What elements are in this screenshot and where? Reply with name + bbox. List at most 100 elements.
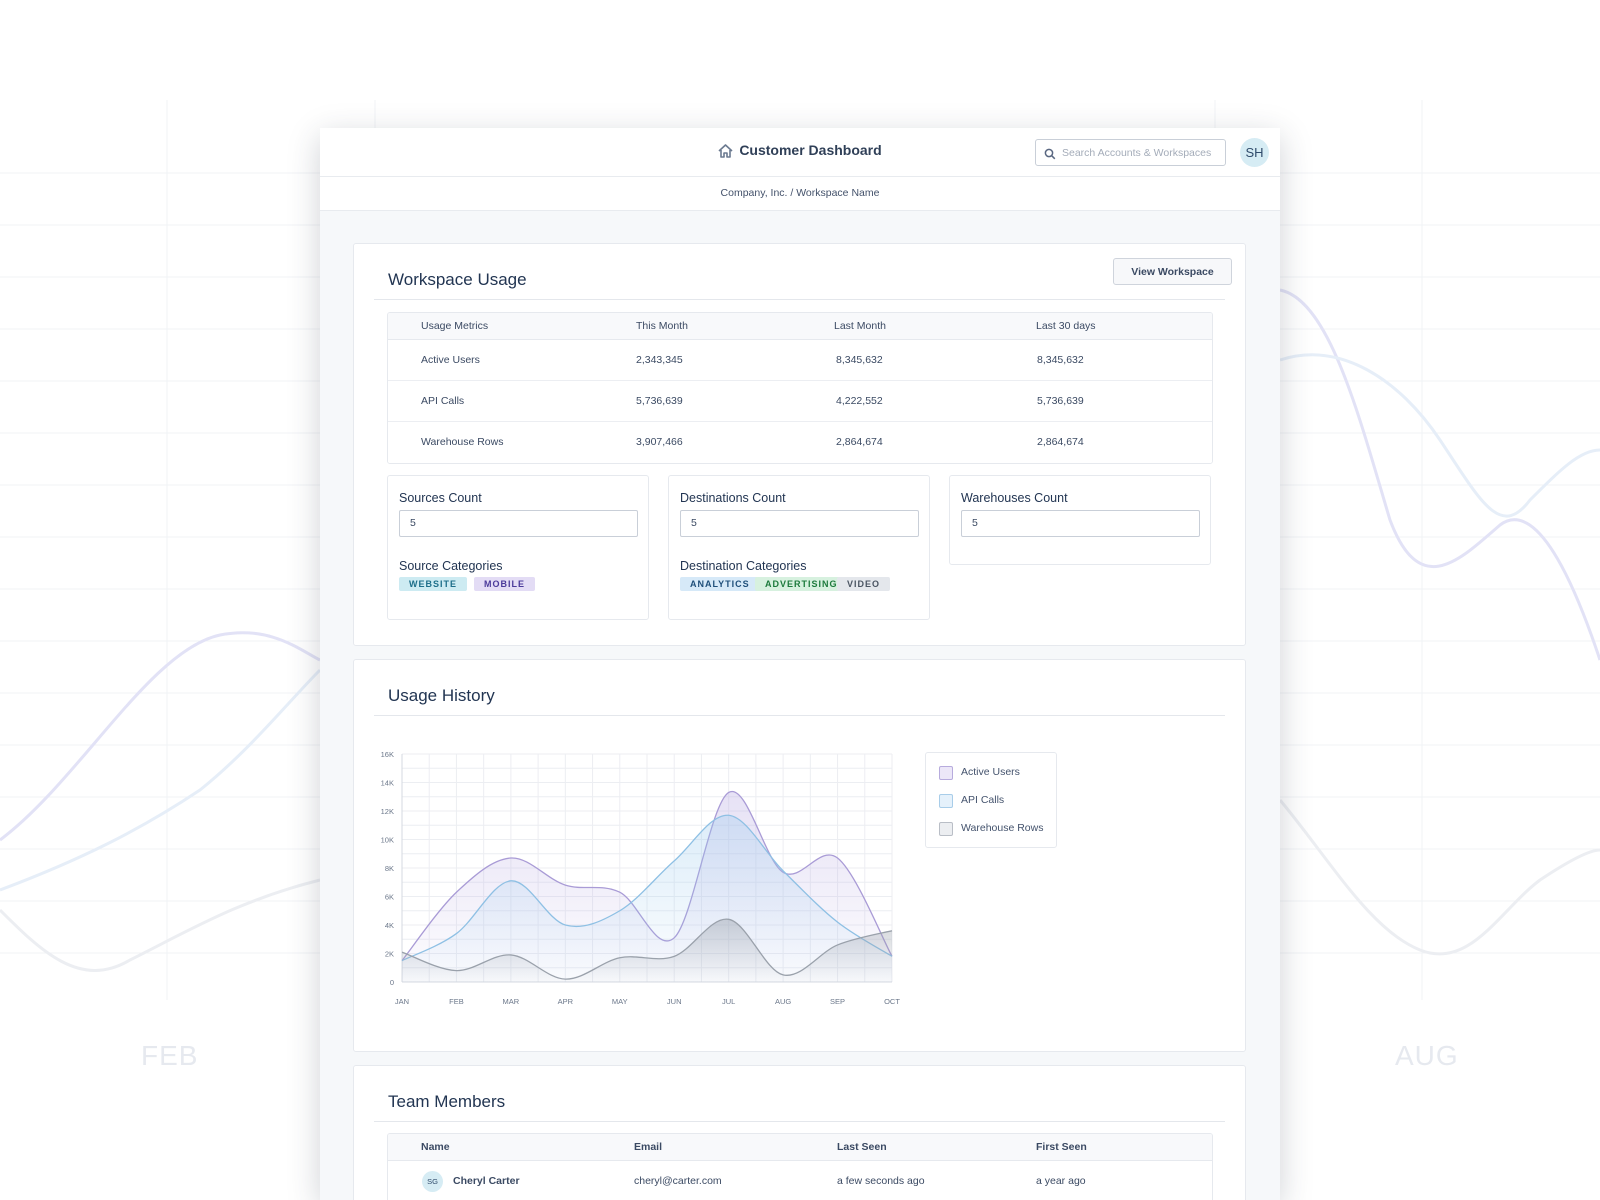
table-row: Warehouse Rows 3,907,466 2,864,674 2,864… (388, 422, 1212, 463)
column-header: Email (634, 1141, 663, 1153)
x-tick-label: FEB (449, 997, 464, 1006)
member-name: Cheryl Carter (453, 1175, 520, 1187)
member-last-seen: a few seconds ago (837, 1175, 925, 1187)
x-tick-label: APR (558, 997, 574, 1006)
metric-name: Active Users (421, 354, 480, 366)
table-row: API Calls 5,736,639 4,222,552 5,736,639 (388, 381, 1212, 422)
last-month-value: 8,345,632 (836, 354, 883, 366)
column-header: This Month (636, 320, 688, 332)
team-members-title: Team Members (388, 1092, 506, 1111)
series-area-warehouse-rows (402, 919, 892, 982)
table-row: Active Users 2,343,345 8,345,632 8,345,6… (388, 340, 1212, 381)
metric-name: API Calls (421, 395, 465, 407)
usage-history-chart: 0 2K 4K 6K 8K 10K 12K 14K 16K JAN FEB MAR APR MAY JUN J… (381, 750, 901, 1006)
page-title: Customer Dashboard (320, 142, 1280, 161)
warehouses-card: Warehouses Count 5 (949, 475, 1211, 565)
team-members-table: Name Email Last Seen First Seen SG Chery… (387, 1133, 1213, 1200)
sources-count-label: Sources Count (399, 491, 482, 505)
legend-label: Warehouse Rows (961, 822, 1044, 834)
sources-card: Sources Count 5 Source Categories WEBSIT… (387, 475, 649, 620)
destination-categories-label: Destination Categories (680, 559, 807, 573)
breadcrumb: Company, Inc. / Workspace Name (320, 177, 1280, 211)
y-tick-label: 2K (385, 950, 394, 959)
table-header: Name Email Last Seen First Seen (388, 1134, 1212, 1161)
warehouses-count-field[interactable]: 5 (961, 510, 1200, 537)
dashboard-window: Customer Dashboard SH Company, Inc. / Wo… (320, 128, 1280, 1200)
y-tick-label: 10K (381, 836, 394, 845)
this-month-value: 2,343,345 (636, 354, 683, 366)
source-categories-label: Source Categories (399, 559, 503, 573)
x-tick-label: JUN (667, 997, 682, 1006)
workspace-usage-title: Workspace Usage (388, 270, 527, 289)
category-tag-website: WEBSITE (399, 577, 468, 591)
column-header: Name (421, 1141, 450, 1153)
member-avatar: SG (422, 1171, 443, 1192)
destinations-card: Destinations Count 5 Destination Categor… (668, 475, 930, 620)
usage-history-card: Usage History 0 2K 4K 6K 8K 10K 12K 14K 16K JAN FE… (353, 659, 1246, 1052)
destinations-count-label: Destinations Count (680, 491, 786, 505)
legend-swatch (939, 794, 953, 808)
divider (374, 1121, 1225, 1122)
usage-history-title: Usage History (388, 686, 495, 705)
y-tick-label: 6K (385, 893, 394, 902)
top-bar: Customer Dashboard SH (320, 128, 1280, 177)
x-tick-label: OCT (884, 997, 900, 1006)
search-box[interactable] (1035, 139, 1226, 166)
y-tick-label: 12K (381, 807, 394, 816)
team-members-card: Team Members Name Email Last Seen First … (353, 1065, 1246, 1200)
background-month-label: AUG (1395, 1040, 1459, 1071)
this-month-value: 5,736,639 (636, 395, 683, 407)
table-row[interactable]: SG Cheryl Carter cheryl@carter.com a few… (388, 1161, 1212, 1200)
series-area-api-calls (402, 815, 892, 982)
divider (374, 299, 1225, 300)
y-tick-label: 8K (385, 864, 394, 873)
workspace-usage-card: Workspace Usage View Workspace Usage Met… (353, 243, 1246, 646)
category-tag-mobile: MOBILE (474, 577, 535, 591)
legend-swatch (939, 766, 953, 780)
sources-count-field[interactable]: 5 (399, 510, 638, 537)
last-month-value: 4,222,552 (836, 395, 883, 407)
y-tick-label: 4K (385, 921, 394, 930)
legend-label: Active Users (961, 766, 1020, 778)
user-avatar[interactable]: SH (1240, 138, 1269, 167)
background-month-label: FEB (141, 1040, 199, 1071)
y-tick-label: 14K (381, 779, 394, 788)
y-tick-label: 0 (390, 978, 394, 987)
this-month-value: 3,907,466 (636, 436, 683, 448)
y-tick-label: 16K (381, 750, 394, 759)
chart-legend: Active Users API Calls Warehouse Rows (925, 752, 1057, 848)
legend-swatch (939, 822, 953, 836)
x-tick-label: AUG (775, 997, 791, 1006)
last-month-value: 2,864,674 (836, 436, 883, 448)
divider (374, 715, 1225, 716)
category-tag-analytics: ANALYTICS (680, 577, 760, 591)
member-first-seen: a year ago (1036, 1175, 1086, 1187)
column-header: Last Seen (837, 1141, 887, 1153)
column-header: Usage Metrics (421, 320, 489, 332)
x-tick-label: MAY (612, 997, 628, 1006)
category-tag-video: VIDEO (837, 577, 891, 591)
legend-label: API Calls (961, 794, 1005, 806)
last-30-days-value: 2,864,674 (1037, 436, 1084, 448)
last-30-days-value: 8,345,632 (1037, 354, 1084, 366)
search-icon (1044, 147, 1056, 165)
home-icon[interactable] (718, 144, 733, 161)
column-header: Last 30 days (1036, 320, 1096, 332)
x-tick-label: SEP (830, 997, 845, 1006)
page-title-text: Customer Dashboard (739, 142, 882, 158)
destinations-count-field[interactable]: 5 (680, 510, 919, 537)
last-30-days-value: 5,736,639 (1037, 395, 1084, 407)
view-workspace-button[interactable]: View Workspace (1113, 258, 1232, 285)
warehouses-count-label: Warehouses Count (961, 491, 1068, 505)
x-tick-label: MAR (503, 997, 520, 1006)
category-tag-advertising: ADVERTISING (755, 577, 848, 591)
member-email[interactable]: cheryl@carter.com (634, 1175, 722, 1187)
search-input[interactable] (1062, 144, 1222, 162)
usage-metrics-table: Usage Metrics This Month Last Month Last… (387, 312, 1213, 464)
x-tick-label: JAN (395, 997, 409, 1006)
x-tick-label: JUL (722, 997, 735, 1006)
column-header: Last Month (834, 320, 886, 332)
metric-name: Warehouse Rows (421, 436, 504, 448)
series-line-api-calls (401, 814, 893, 962)
column-header: First Seen (1036, 1141, 1087, 1153)
